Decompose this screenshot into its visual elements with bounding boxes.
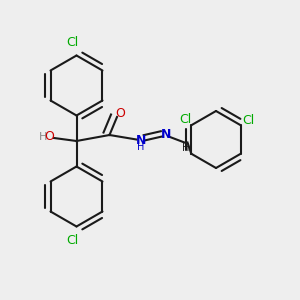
Text: N: N <box>160 128 171 141</box>
Text: Cl: Cl <box>179 113 191 126</box>
Text: N: N <box>136 134 146 148</box>
Text: Cl: Cl <box>242 114 254 127</box>
Text: Cl: Cl <box>66 234 78 247</box>
Text: H: H <box>39 131 48 142</box>
Text: H: H <box>137 142 145 152</box>
Text: O: O <box>45 130 54 143</box>
Text: Cl: Cl <box>66 37 78 50</box>
Text: O: O <box>115 107 125 121</box>
Text: H: H <box>182 143 190 153</box>
